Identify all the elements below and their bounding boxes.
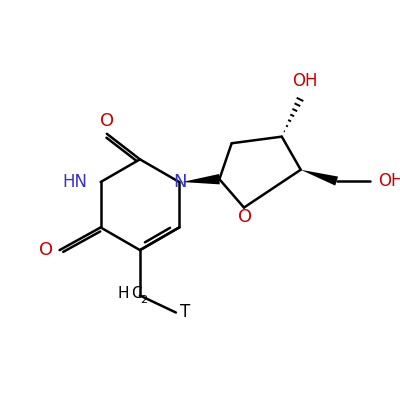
Polygon shape [301,170,338,186]
Text: OH: OH [378,172,400,190]
Text: N: N [174,173,187,191]
Text: O: O [39,241,53,259]
Text: O: O [238,208,252,226]
Text: C: C [131,286,142,301]
Text: O: O [100,112,114,130]
Text: T: T [180,302,190,320]
Text: HN: HN [62,173,88,191]
Text: H: H [117,286,129,301]
Polygon shape [182,174,220,184]
Text: 2: 2 [140,295,147,305]
Text: OH: OH [292,72,317,90]
